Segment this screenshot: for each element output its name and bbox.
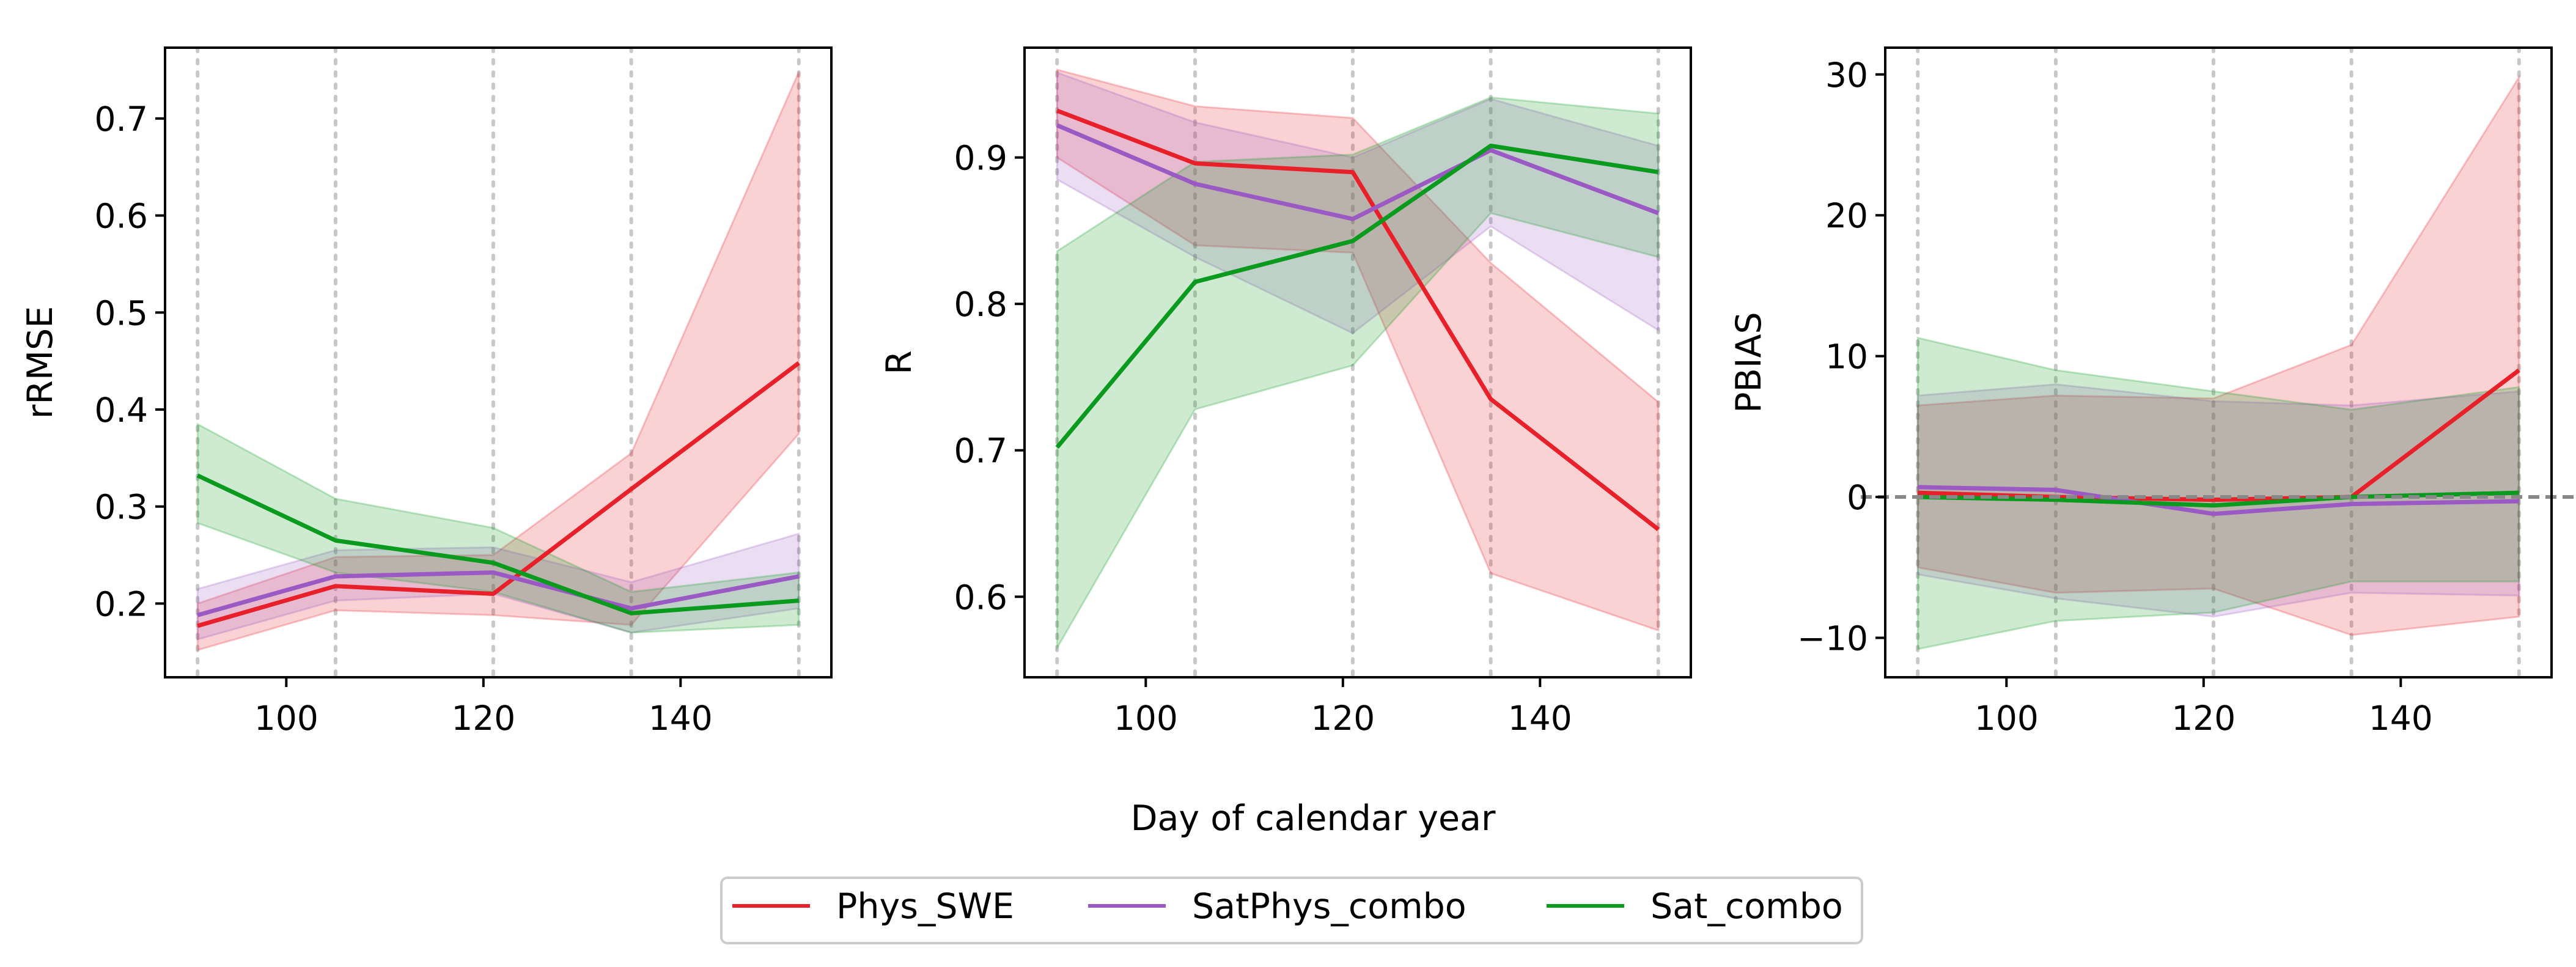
legend-frame [720, 877, 1863, 944]
panel-r-ytick-label-1: 0.7 [954, 432, 1007, 471]
panel-pbias-ytick-label-0: −10 [1797, 619, 1868, 658]
panel-rrmse-ylabel: rRMSE [20, 306, 61, 419]
panel-r-ytick-label-2: 0.8 [954, 285, 1007, 324]
panel-pbias-band-sat-combo [1916, 336, 2520, 650]
panel-pbias-xtick-label-2: 140 [2369, 699, 2433, 738]
panel-rrmse-line-phys-swe [197, 361, 800, 628]
panel-rrmse: 0.2 0.3 0.4 0.5 0.6 0.7 100 120 140 rRMSE [20, 46, 833, 738]
panel-r: 0.6 0.7 0.8 0.9 100 120 140 R [879, 46, 1692, 738]
panel-rrmse-ytick-label-3: 0.5 [95, 293, 148, 333]
panel-pbias-ytick-label-3: 20 [1825, 196, 1868, 235]
panel-r-ytick-label-0: 0.6 [954, 578, 1007, 617]
panel-r-line-sat-combo [1055, 143, 1659, 449]
panel-r-xtick-label-0: 100 [1114, 699, 1178, 738]
panel-r-band-sat-combo [1056, 96, 1660, 652]
panel-pbias-xtick-label-1: 120 [2171, 699, 2236, 738]
panel-pbias-line-sat-combo [1918, 490, 2519, 508]
panel-rrmse-xtick-label-0: 100 [254, 699, 318, 738]
legend-label-satphys-combo: SatPhys_combo [1192, 886, 1466, 927]
panel-rrmse-ytick-label-1: 0.3 [95, 488, 148, 527]
panel-pbias-line-phys-swe [1918, 368, 2520, 502]
panel-pbias-xtick-label-0: 100 [1974, 699, 2039, 738]
panel-rrmse-line-sat-combo [196, 473, 800, 616]
panel-rrmse-plot-area [196, 48, 801, 677]
panel-pbias-plot-area [1916, 48, 2521, 677]
panel-rrmse-frame [164, 46, 833, 678]
panel-pbias-ytick-label-1: 0 [1847, 478, 1868, 517]
panel-pbias-ytick-label-4: 30 [1825, 56, 1868, 95]
panel-pbias-line-satphys-combo [1918, 485, 2519, 517]
panel-pbias-ylabel: PBIAS [1729, 312, 1769, 413]
panel-rrmse-line-satphys-combo [197, 570, 800, 617]
panel-pbias-ytick-label-2: 10 [1825, 337, 1868, 377]
panel-r-band-satphys-combo [1056, 71, 1660, 334]
legend-label-phys-swe: Phys_SWE [836, 886, 1014, 927]
legend-label-sat-combo: Sat_combo [1650, 886, 1843, 927]
panel-r-line-satphys-combo [1056, 123, 1660, 221]
panel-r-xtick-label-1: 120 [1311, 699, 1375, 738]
legend-entry-satphys-combo: SatPhys_combo [1088, 886, 1466, 927]
legend-entry-sat-combo: Sat_combo [1547, 886, 1843, 927]
panel-rrmse-xtick-label-1: 120 [451, 699, 515, 738]
panel-pbias: −10 0 10 20 30 100 120 140 PBIAS [1729, 46, 2576, 738]
panel-rrmse-ytick-label-0: 0.2 [95, 584, 148, 623]
panel-r-ylabel: R [879, 350, 919, 375]
panel-pbias-frame [1884, 46, 2553, 678]
panel-r-line-phys-swe [1056, 108, 1660, 531]
panel-r-xtick-label-2: 140 [1508, 699, 1572, 738]
panel-r-ytick-label-3: 0.9 [954, 139, 1007, 178]
figure-xlabel: Day of calendar year [1131, 798, 1496, 839]
panel-rrmse-ytick-label-2: 0.4 [95, 391, 148, 430]
panel-rrmse-ytick-label-5: 0.7 [95, 100, 148, 139]
legend: Phys_SWE SatPhys_combo Sat_combo [720, 877, 1863, 944]
legend-entry-phys-swe: Phys_SWE [732, 886, 1014, 927]
panel-rrmse-ytick-label-4: 0.6 [95, 197, 148, 236]
panel-r-plot-area [1055, 48, 1660, 677]
panel-r-band-phys-swe [1056, 68, 1660, 632]
panel-rrmse-xtick-label-2: 140 [649, 699, 713, 738]
panel-r-frame [1023, 46, 1692, 678]
